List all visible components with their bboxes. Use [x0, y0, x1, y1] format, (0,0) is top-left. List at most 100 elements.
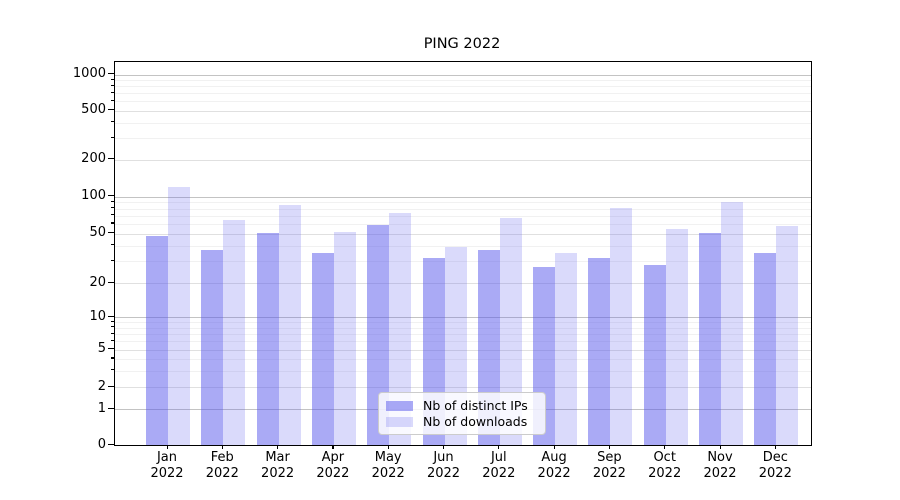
y-tick-mark	[108, 315, 114, 318]
x-tick-mark	[332, 445, 334, 449]
y-tick-label: 500	[81, 102, 106, 118]
gridline	[115, 196, 811, 198]
bar-distinct-ips	[754, 253, 776, 445]
chart-title: PING 2022	[423, 36, 501, 52]
gridline	[115, 80, 811, 82]
y-tick-mark	[108, 407, 114, 409]
gridline	[115, 159, 811, 161]
y-minor-tick-mark	[111, 320, 114, 322]
x-tick-label: Sep 2022	[592, 450, 626, 481]
gridline	[115, 358, 811, 360]
y-tick-mark	[108, 195, 114, 197]
x-tick-label: Apr 2022	[316, 450, 350, 481]
gridline	[115, 93, 811, 95]
y-tick-label: 2	[97, 378, 106, 394]
y-minor-tick-mark	[111, 214, 114, 216]
legend-label: Nb of distinct IPs	[423, 398, 528, 413]
y-minor-tick-mark	[111, 207, 114, 209]
y-minor-tick-mark	[111, 326, 114, 328]
bar-downloads	[279, 205, 301, 445]
bar-distinct-ips	[146, 236, 168, 445]
legend-label: Nb of downloads	[423, 414, 528, 429]
x-tick-mark	[277, 445, 279, 449]
gridline	[115, 322, 811, 324]
x-tick-mark	[387, 445, 389, 449]
gridline	[115, 202, 811, 204]
gridline	[115, 245, 811, 247]
y-minor-tick-mark	[111, 222, 114, 224]
gridline	[115, 208, 811, 210]
x-tick-label: Jul 2022	[482, 450, 516, 481]
gridline	[115, 261, 811, 263]
y-tick-label: 0	[97, 436, 106, 452]
y-tick-mark	[108, 348, 114, 350]
y-tick-label: 1	[97, 400, 106, 416]
y-minor-tick-mark	[111, 78, 114, 80]
legend-swatch-downloads	[386, 417, 413, 427]
bar-downloads	[389, 213, 411, 445]
y-minor-tick-mark	[111, 357, 114, 359]
x-tick-mark	[553, 445, 555, 449]
y-tick-label: 200	[81, 151, 106, 167]
x-tick-mark	[166, 445, 168, 449]
y-minor-tick-mark	[111, 84, 114, 86]
x-tick-mark	[498, 445, 500, 449]
x-tick-label: Mar 2022	[261, 450, 295, 481]
bar-distinct-ips	[201, 250, 223, 445]
bar-distinct-ips	[367, 225, 389, 445]
x-tick-mark	[664, 445, 666, 449]
legend-item: Nb of distinct IPs	[386, 398, 537, 414]
gridline	[115, 122, 811, 124]
y-minor-tick-mark	[111, 369, 114, 371]
x-tick-mark	[443, 445, 445, 449]
y-minor-tick-mark	[111, 259, 114, 262]
legend-swatch-distinct-ips	[386, 401, 413, 411]
x-tick-label: Feb 2022	[205, 450, 239, 481]
x-tick-label: Dec 2022	[758, 450, 792, 481]
gridline	[115, 349, 811, 351]
gridline	[115, 317, 811, 319]
gridline	[115, 223, 811, 225]
y-tick-label: 20	[89, 274, 106, 290]
legend: Nb of distinct IPs Nb of downloads	[378, 392, 546, 435]
x-tick-label: Nov 2022	[703, 450, 737, 481]
x-tick-label: Jan 2022	[150, 450, 184, 481]
x-tick-label: Aug 2022	[537, 450, 571, 481]
gridline	[115, 387, 811, 389]
bar-distinct-ips	[312, 253, 334, 445]
gridline	[115, 341, 811, 343]
bar-downloads	[334, 232, 356, 445]
y-tick-mark	[108, 158, 114, 160]
y-minor-tick-mark	[111, 121, 114, 123]
y-minor-tick-mark	[111, 99, 114, 101]
bar-downloads	[666, 229, 688, 445]
y-tick-label: 100	[81, 188, 106, 204]
gridline	[115, 215, 811, 217]
bar-downloads	[610, 208, 632, 445]
gridline	[115, 74, 811, 76]
y-tick-mark	[108, 281, 114, 284]
gridline	[115, 370, 811, 372]
x-tick-mark	[608, 445, 611, 449]
bar-distinct-ips	[257, 233, 279, 445]
y-minor-tick-mark	[111, 339, 114, 341]
bar-distinct-ips	[699, 233, 721, 445]
gridline	[115, 138, 811, 140]
gridline	[115, 110, 811, 112]
y-tick-mark	[108, 109, 114, 111]
y-minor-tick-mark	[111, 332, 114, 334]
y-minor-tick-mark	[111, 244, 114, 246]
bar-downloads	[223, 220, 245, 445]
gridline	[115, 86, 811, 88]
gridline	[115, 101, 811, 103]
gridline	[115, 334, 811, 336]
y-tick-mark	[108, 385, 114, 388]
gridline	[115, 233, 811, 235]
y-minor-tick-mark	[111, 91, 114, 93]
y-tick-mark	[108, 232, 114, 234]
y-minor-tick-mark	[111, 136, 114, 138]
x-tick-mark	[221, 445, 223, 449]
bar-downloads	[555, 253, 577, 445]
bar-distinct-ips	[644, 265, 666, 445]
